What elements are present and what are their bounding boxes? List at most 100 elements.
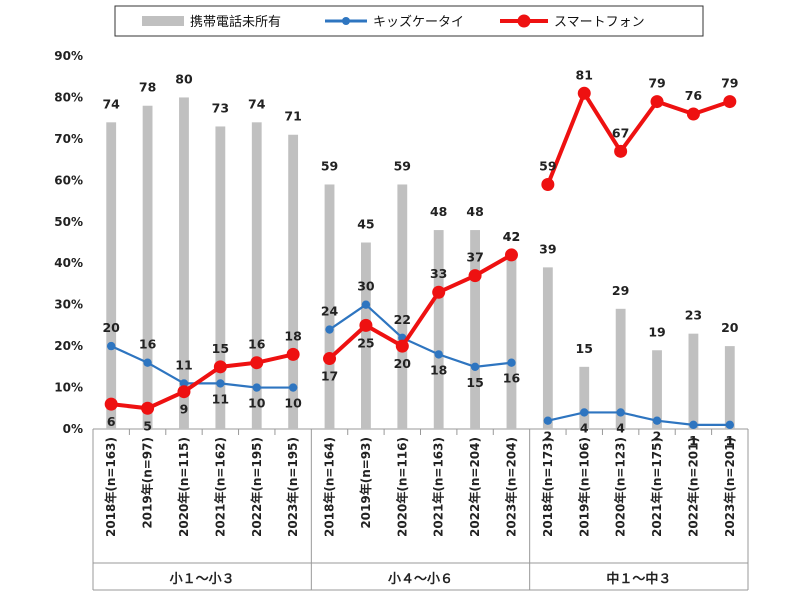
kids-keitai-point bbox=[106, 341, 116, 351]
x-tick-label: 2020年(n=123) bbox=[613, 437, 628, 537]
legend-label-bar: 携帯電話未所有 bbox=[190, 14, 281, 30]
bar bbox=[542, 267, 553, 429]
x-tick-label: 2021年(n=162) bbox=[212, 437, 227, 537]
smartphone-value-label: 20 bbox=[394, 356, 412, 371]
x-tick-label: 2023年(n=201) bbox=[722, 437, 737, 537]
bar-value-label: 19 bbox=[648, 324, 665, 339]
legend-label-kids: キッズケータイ bbox=[373, 14, 464, 30]
smartphone-value-label: 59 bbox=[539, 158, 556, 173]
bar bbox=[652, 350, 662, 429]
line-layer bbox=[104, 86, 737, 430]
group-label: 小４～小６ bbox=[388, 572, 453, 587]
kids-keitai-point bbox=[434, 350, 443, 359]
x-tick-label: 2019年(n=93) bbox=[358, 437, 373, 529]
kids-keitai-point bbox=[179, 379, 189, 388]
kids-keitai-value-label: 11 bbox=[175, 357, 192, 372]
kids-keitai-point bbox=[361, 300, 371, 309]
smartphone-value-label: 79 bbox=[648, 76, 665, 91]
kids-keitai-point bbox=[652, 416, 662, 425]
kids-keitai-point bbox=[689, 420, 698, 430]
bar-value-label: 42 bbox=[503, 229, 520, 244]
kids-keitai-line bbox=[547, 411, 730, 426]
kids-keitai-point bbox=[143, 358, 152, 367]
kids-keitai-value-label: 10 bbox=[248, 396, 266, 411]
smartphone-value-label: 33 bbox=[430, 266, 447, 281]
smartphone-point bbox=[577, 86, 591, 100]
kids-keitai-value-label: 20 bbox=[102, 320, 120, 335]
y-tick-label: 90% bbox=[54, 49, 83, 63]
smartphone-point bbox=[286, 347, 300, 361]
kids-keitai-value-label: 11 bbox=[212, 391, 229, 406]
smartphone-value-label: 76 bbox=[685, 88, 703, 103]
smartphone-value-label: 6 bbox=[107, 414, 116, 429]
bar-value-label: 15 bbox=[576, 341, 593, 356]
y-tick-label: 20% bbox=[54, 339, 83, 353]
smartphone-value-label: 42 bbox=[503, 229, 520, 244]
bar-value-label: 71 bbox=[284, 109, 301, 124]
group-label: 小１～小３ bbox=[170, 572, 235, 587]
kids-keitai-value-label: 18 bbox=[430, 362, 447, 377]
smartphone-point bbox=[432, 285, 446, 299]
kids-keitai-value-label: 1 bbox=[689, 433, 698, 448]
smartphone-value-label: 5 bbox=[143, 418, 152, 433]
x-tick-label: 2020年(n=116) bbox=[394, 437, 409, 537]
bar bbox=[179, 97, 189, 429]
legend-swatch-bar bbox=[142, 16, 184, 26]
y-tick-label: 30% bbox=[54, 298, 83, 312]
x-tick-label: 2023年(n=195) bbox=[285, 437, 300, 537]
bar bbox=[724, 346, 735, 429]
bar bbox=[615, 308, 626, 429]
y-tick-label: 70% bbox=[54, 132, 83, 146]
y-tick-label: 40% bbox=[54, 256, 83, 270]
kids-keitai-point bbox=[252, 383, 261, 392]
kids-keitai-point bbox=[288, 383, 298, 392]
smartphone-line bbox=[110, 352, 294, 411]
bar-value-label: 59 bbox=[394, 158, 411, 173]
bar bbox=[579, 366, 590, 429]
kids-keitai-point bbox=[616, 408, 625, 417]
smartphone-point bbox=[323, 352, 337, 366]
bar bbox=[215, 126, 226, 429]
smartphone-point bbox=[177, 385, 191, 399]
smartphone-point bbox=[723, 95, 737, 109]
legend-swatch-smart-marker bbox=[517, 14, 531, 28]
smartphone-line bbox=[546, 88, 731, 186]
x-tick-label: 2018年(n=163) bbox=[103, 437, 118, 537]
axis-layer: 0% 10% 20% 30% 40% 50% 60% 70% 80% 90% 2018年(n=163… bbox=[54, 49, 749, 591]
bar-value-label: 59 bbox=[321, 158, 338, 173]
bar-value-label: 48 bbox=[466, 204, 483, 219]
bar bbox=[106, 122, 117, 430]
y-tick-label: 50% bbox=[54, 215, 83, 229]
kids-keitai-value-label: 1 bbox=[725, 433, 734, 448]
y-tick-label: 0% bbox=[63, 422, 83, 436]
x-tick-label: 2019年(n=97) bbox=[140, 437, 155, 529]
y-tick-label: 10% bbox=[54, 381, 83, 395]
kids-keitai-value-label: 16 bbox=[139, 337, 157, 352]
smartphone-point bbox=[468, 269, 482, 283]
smartphone-value-label: 81 bbox=[576, 67, 593, 82]
kids-keitai-point bbox=[580, 408, 589, 417]
bar bbox=[506, 254, 517, 429]
bar-value-label: 39 bbox=[539, 241, 556, 256]
smartphone-point bbox=[395, 339, 409, 353]
smartphone-point bbox=[213, 360, 227, 374]
smartphone-point bbox=[359, 318, 373, 332]
kids-keitai-value-label: 4 bbox=[616, 420, 625, 435]
bar-value-label: 45 bbox=[357, 217, 374, 232]
kids-keitai-value-label: 15 bbox=[466, 375, 483, 390]
group-label: 中１～中３ bbox=[606, 571, 671, 587]
kids-keitai-value-label: 30 bbox=[357, 279, 375, 294]
smartphone-point bbox=[541, 177, 555, 191]
smartphone-value-label: 9 bbox=[180, 402, 189, 417]
x-tick-label: 2022年(n=204) bbox=[467, 437, 482, 537]
smartphone-value-label: 37 bbox=[466, 250, 483, 265]
smartphone-value-label: 17 bbox=[321, 369, 338, 384]
y-tick-label: 60% bbox=[54, 173, 83, 187]
x-tick-label: 2021年(n=163) bbox=[431, 437, 446, 537]
x-tick-label: 2020年(n=115) bbox=[176, 437, 191, 537]
kids-keitai-value-label: 2 bbox=[544, 429, 553, 444]
smartphone-line bbox=[328, 253, 513, 361]
bar bbox=[433, 230, 444, 429]
bar-value-label: 23 bbox=[685, 308, 702, 323]
bar-value-label: 78 bbox=[139, 80, 156, 95]
